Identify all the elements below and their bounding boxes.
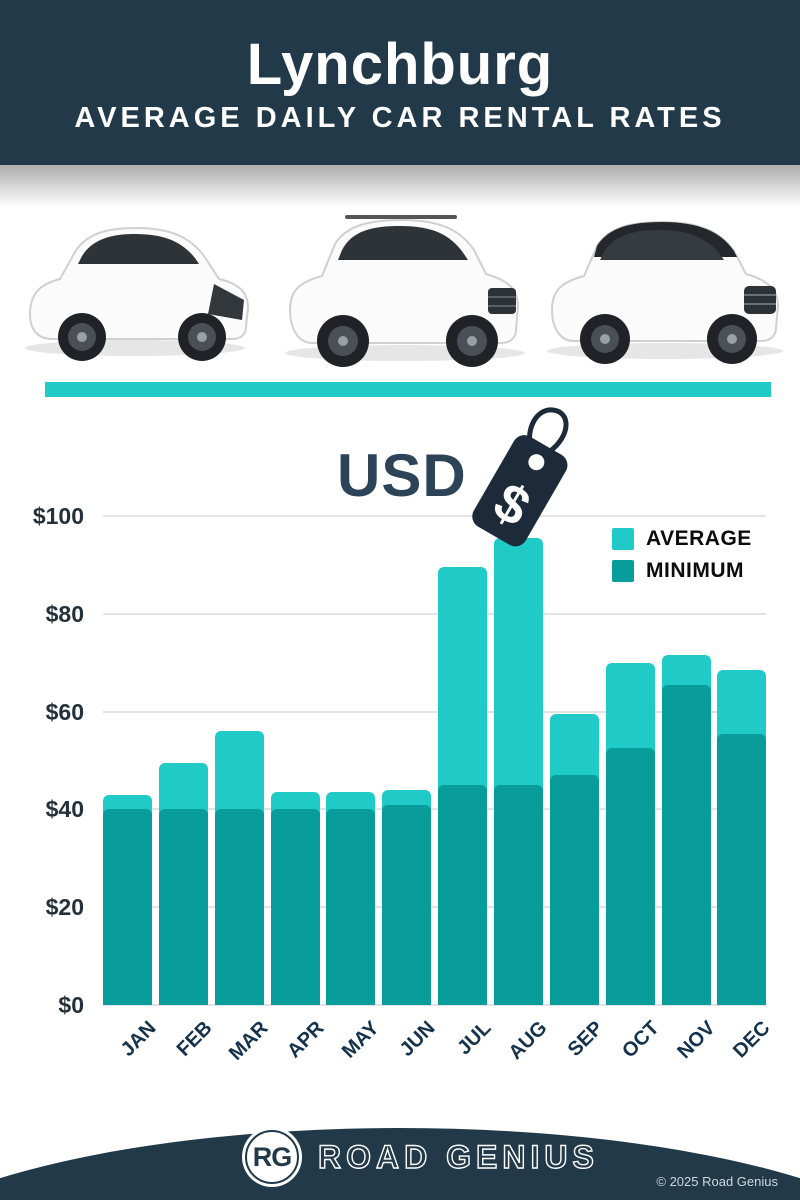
y-tick-label-40: $40	[45, 796, 84, 823]
y-tick-label-20: $20	[45, 894, 84, 921]
bar-average-nov	[661, 655, 711, 1005]
page-subtitle: AVERAGE DAILY CAR RENTAL RATES	[74, 101, 726, 134]
bar-average-oct	[605, 662, 655, 1005]
bar-average-jul	[438, 567, 488, 1005]
y-tick-label-0: $0	[58, 992, 84, 1018]
bar-minimum-nov	[661, 684, 711, 1005]
legend-label-average: AVERAGE	[646, 526, 752, 550]
cars-illustration	[25, 215, 783, 367]
bar-minimum-aug	[493, 784, 543, 1005]
gridline-40	[103, 808, 766, 811]
x-tick-label-nov: NOV	[672, 1017, 720, 1064]
x-tick-label-feb: FEB	[172, 1017, 217, 1061]
bar-average-jan	[103, 794, 152, 1005]
currency-label: USD	[337, 442, 467, 509]
x-tick-label-dec: DEC	[729, 1017, 775, 1063]
gridline-20	[103, 906, 766, 909]
bar-minimum-oct	[605, 748, 655, 1005]
gridline-80	[103, 612, 766, 615]
y-tick-label-60: $60	[45, 698, 84, 725]
bar-minimum-apr	[270, 809, 320, 1005]
x-tick-label-may: MAY	[338, 1017, 384, 1063]
legend-label-minimum: MINIMUM	[646, 558, 744, 582]
chart-plot: $0 $20 $40 $60 $80 $100 JAN FEB MAR APR MAY JUN JUL A…	[33, 503, 775, 1065]
y-tick-label-80: $80	[45, 600, 84, 627]
white-suv-car	[285, 215, 525, 367]
bar-average-apr	[270, 792, 320, 1005]
bar-average-may	[326, 792, 376, 1005]
legend-item-average: AVERAGE	[612, 527, 752, 550]
price-tag-dollar-icon: $	[472, 407, 569, 547]
x-tick-label-sep: SEP	[563, 1017, 608, 1061]
bar-average-aug	[493, 538, 543, 1005]
bar-minimum-feb	[158, 809, 208, 1005]
bar-average-feb	[158, 762, 208, 1005]
brand-text: ROAD GENIUS	[318, 1139, 599, 1175]
minimum-swatch-icon	[612, 559, 634, 582]
road-genius-logo-icon: RG	[242, 1127, 302, 1187]
x-tick-label-aug: AUG	[504, 1017, 552, 1064]
legend-item-minimum: MINIMUM	[612, 559, 752, 582]
bar-minimum-mar	[214, 809, 264, 1005]
x-tick-label-jan: JAN	[116, 1017, 161, 1061]
teal-divider	[45, 382, 771, 397]
bar-minimum-jan	[103, 809, 152, 1005]
page-title: Lynchburg	[246, 31, 554, 97]
bar-minimum-jul	[438, 784, 488, 1005]
white-hatchback-car	[25, 226, 250, 361]
gridline-0	[103, 1004, 766, 1006]
bar-minimum-sep	[549, 775, 599, 1005]
footer: RG ROAD GENIUS © 2025 Road Genius	[0, 1122, 800, 1200]
x-tick-label-jul: JUL	[453, 1017, 496, 1060]
bar-average-mar	[214, 731, 264, 1005]
y-tick-label-100: $100	[32, 503, 84, 529]
x-tick-label-jun: JUN	[395, 1017, 440, 1061]
header: Lynchburg AVERAGE DAILY CAR RENTAL RATES	[0, 0, 800, 165]
x-tick-label-mar: MAR	[224, 1017, 273, 1065]
x-tick-label-apr: APR	[282, 1017, 329, 1063]
header-shadow	[0, 165, 800, 207]
bar-minimum-may	[326, 809, 376, 1005]
white-suv-black-roof-car	[547, 220, 783, 364]
logo-initials: RG	[252, 1141, 292, 1172]
bar-minimum-dec	[717, 733, 767, 1005]
average-swatch-icon	[612, 527, 634, 550]
copyright-text: © 2025 Road Genius	[656, 1174, 778, 1189]
gridline-60	[103, 710, 766, 713]
bar-average-jun	[382, 789, 432, 1005]
chart-legend: AVERAGE MINIMUM	[612, 527, 752, 591]
x-tick-label-oct: OCT	[617, 1017, 664, 1063]
bar-minimum-jun	[382, 804, 432, 1005]
bar-average-dec	[717, 670, 767, 1005]
gridline-100	[103, 515, 766, 518]
bar-average-sep	[549, 714, 599, 1005]
brand-name: ROAD GENIUS	[318, 1138, 599, 1175]
